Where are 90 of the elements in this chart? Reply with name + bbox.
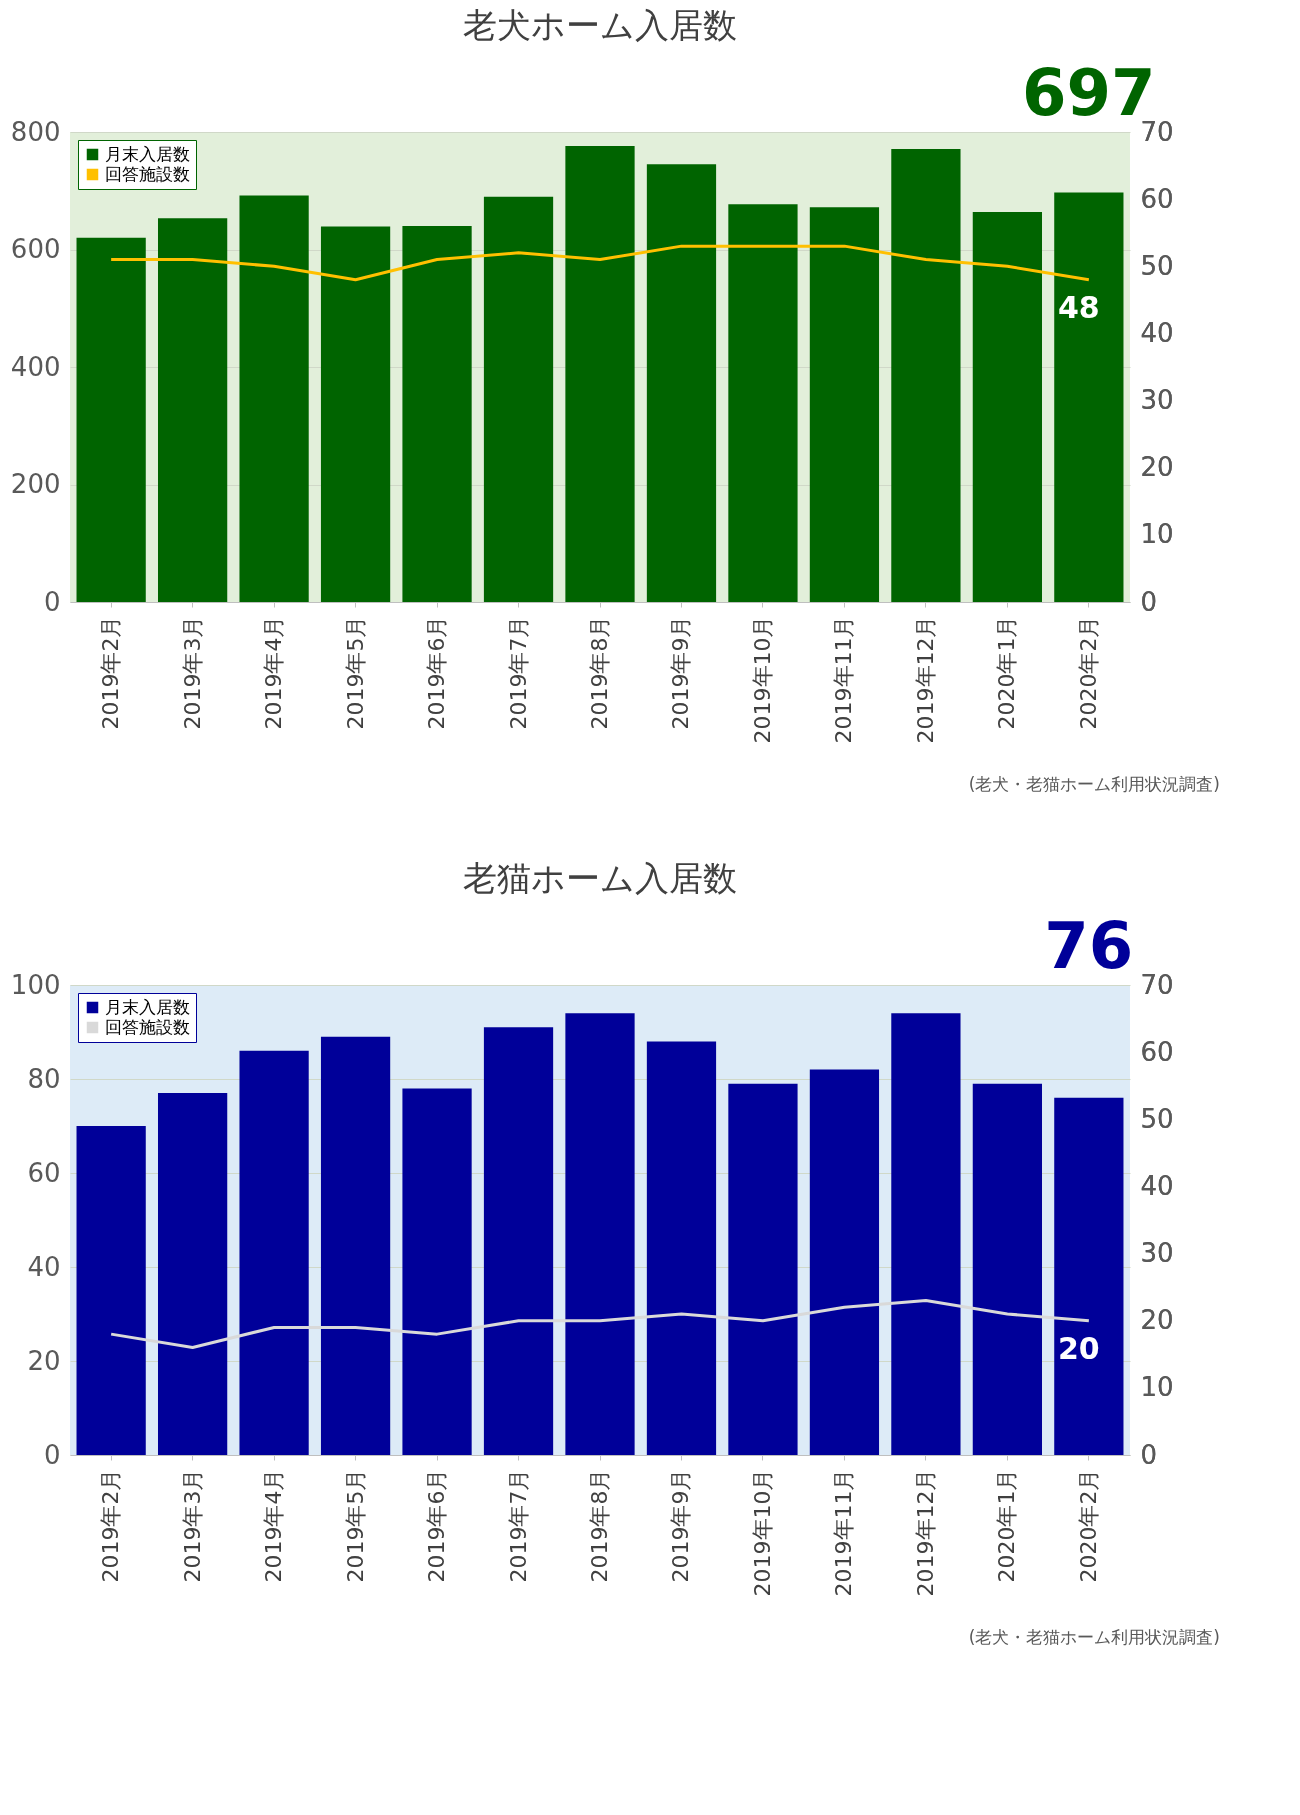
y2-tick-label: 20 bbox=[1140, 452, 1174, 483]
bar bbox=[646, 164, 717, 602]
x-tick-label: 2019年7月 bbox=[505, 1468, 531, 1583]
x-tick-label: 2019年2月 bbox=[98, 615, 124, 730]
y2-tick-label: 30 bbox=[1140, 1238, 1174, 1269]
bar bbox=[1054, 192, 1124, 602]
x-tick-label: 2019年9月 bbox=[668, 1468, 694, 1583]
x-tick-label: 2019年5月 bbox=[342, 1468, 368, 1583]
bar bbox=[402, 1088, 472, 1455]
y2-tick-label: 10 bbox=[1140, 519, 1174, 550]
y-tick-label: 20 bbox=[27, 1345, 61, 1376]
bar bbox=[728, 1083, 798, 1455]
y2-tick-label: 0 bbox=[1140, 586, 1158, 617]
bar bbox=[239, 1050, 309, 1455]
y2-tick-label: 10 bbox=[1140, 1372, 1174, 1403]
bar bbox=[972, 211, 1043, 602]
bar bbox=[402, 226, 472, 602]
line-series bbox=[109, 244, 1091, 282]
y-tick-label: 400 bbox=[10, 351, 61, 382]
y2-tick-label: 40 bbox=[1140, 317, 1174, 348]
x-tick-label: 2019年10月 bbox=[749, 615, 775, 744]
legend-label: 月末入居数 bbox=[105, 143, 190, 164]
bar bbox=[972, 1083, 1043, 1455]
text: (老犬・老猫ホーム利用状況調査) bbox=[968, 774, 1220, 794]
x-tick-label: 2019年6月 bbox=[424, 1468, 450, 1583]
x-tick-label: 2019年4月 bbox=[261, 1468, 287, 1583]
bar bbox=[646, 1041, 717, 1455]
x-tick-label: 2019年7月 bbox=[505, 615, 531, 730]
bar bbox=[76, 237, 146, 602]
y-tick-label: 200 bbox=[10, 469, 61, 499]
bar bbox=[809, 207, 880, 602]
x-tick-label: 2020年2月 bbox=[1075, 615, 1101, 730]
legend-label: 回答施設数 bbox=[105, 1016, 190, 1037]
x-tick-label: 2019年3月 bbox=[179, 615, 205, 730]
bar bbox=[891, 1013, 961, 1455]
y2-tick-label: 70 bbox=[1140, 969, 1174, 1000]
x-tick-label: 2019年4月 bbox=[261, 615, 287, 730]
y-tick-label: 0 bbox=[43, 586, 61, 617]
y2-tick-label: 50 bbox=[1140, 250, 1174, 281]
legend-label: 回答施設数 bbox=[105, 163, 190, 184]
bar bbox=[157, 1093, 228, 1455]
bar bbox=[565, 1013, 635, 1455]
y-tick-label: 100 bbox=[10, 969, 61, 1000]
x-tick-label: 2019年10月 bbox=[749, 1468, 775, 1597]
data-label: 20 bbox=[1057, 1330, 1100, 1366]
x-tick-label: 2019年9月 bbox=[668, 615, 694, 730]
bar bbox=[239, 195, 309, 602]
chart-title: 老犬ホーム入居数 bbox=[463, 5, 737, 45]
x-tick-label: 2019年12月 bbox=[912, 1468, 938, 1597]
x-tick-label: 2019年6月 bbox=[424, 615, 450, 730]
bar bbox=[1054, 1097, 1124, 1455]
x-tick-label: 2019年2月 bbox=[98, 1468, 124, 1583]
x-tick-label: 2019年8月 bbox=[587, 615, 612, 730]
x-tick-label: 2019年11月 bbox=[831, 615, 857, 744]
data-label: 76 bbox=[1044, 909, 1134, 983]
y2-tick-label: 20 bbox=[1140, 1305, 1174, 1336]
data-label: 48 bbox=[1057, 289, 1100, 325]
x-tick-label: 2019年11月 bbox=[831, 1468, 857, 1597]
x-tick-label: 2020年2月 bbox=[1075, 1468, 1101, 1583]
y-tick-label: 600 bbox=[10, 234, 61, 264]
y-tick-label: 800 bbox=[10, 116, 61, 147]
chart-title: 老猫ホーム入居数 bbox=[463, 858, 737, 898]
bar bbox=[565, 146, 635, 602]
x-tick-label: 2020年1月 bbox=[994, 1468, 1020, 1583]
bar bbox=[76, 1126, 146, 1455]
x-tick-label: 2019年5月 bbox=[342, 615, 368, 730]
y2-tick-label: 40 bbox=[1140, 1170, 1174, 1201]
bar bbox=[483, 196, 554, 602]
x-tick-label: 2019年3月 bbox=[179, 1468, 205, 1583]
bar bbox=[320, 226, 391, 602]
text: (老犬・老猫ホーム利用状況調査) bbox=[968, 1627, 1220, 1647]
y-tick-label: 40 bbox=[27, 1251, 61, 1282]
y2-tick-label: 60 bbox=[1140, 183, 1174, 214]
y-tick-label: 0 bbox=[43, 1439, 61, 1470]
bar bbox=[728, 204, 798, 602]
y2-tick-label: 50 bbox=[1140, 1103, 1174, 1134]
y2-tick-label: 0 bbox=[1140, 1439, 1158, 1470]
bar bbox=[157, 218, 228, 602]
x-tick-label: 2019年8月 bbox=[587, 1468, 612, 1583]
bar bbox=[483, 1027, 554, 1455]
bar bbox=[891, 149, 961, 602]
bar bbox=[809, 1069, 880, 1455]
y2-tick-label: 30 bbox=[1140, 385, 1174, 416]
x-tick-label: 2019年12月 bbox=[912, 615, 938, 744]
legend-label: 月末入居数 bbox=[105, 996, 190, 1017]
x-tick-label: 2020年1月 bbox=[994, 615, 1020, 730]
y-tick-label: 80 bbox=[27, 1063, 61, 1094]
y-tick-label: 60 bbox=[27, 1157, 61, 1188]
bar bbox=[320, 1036, 391, 1455]
y2-tick-label: 60 bbox=[1140, 1036, 1174, 1067]
